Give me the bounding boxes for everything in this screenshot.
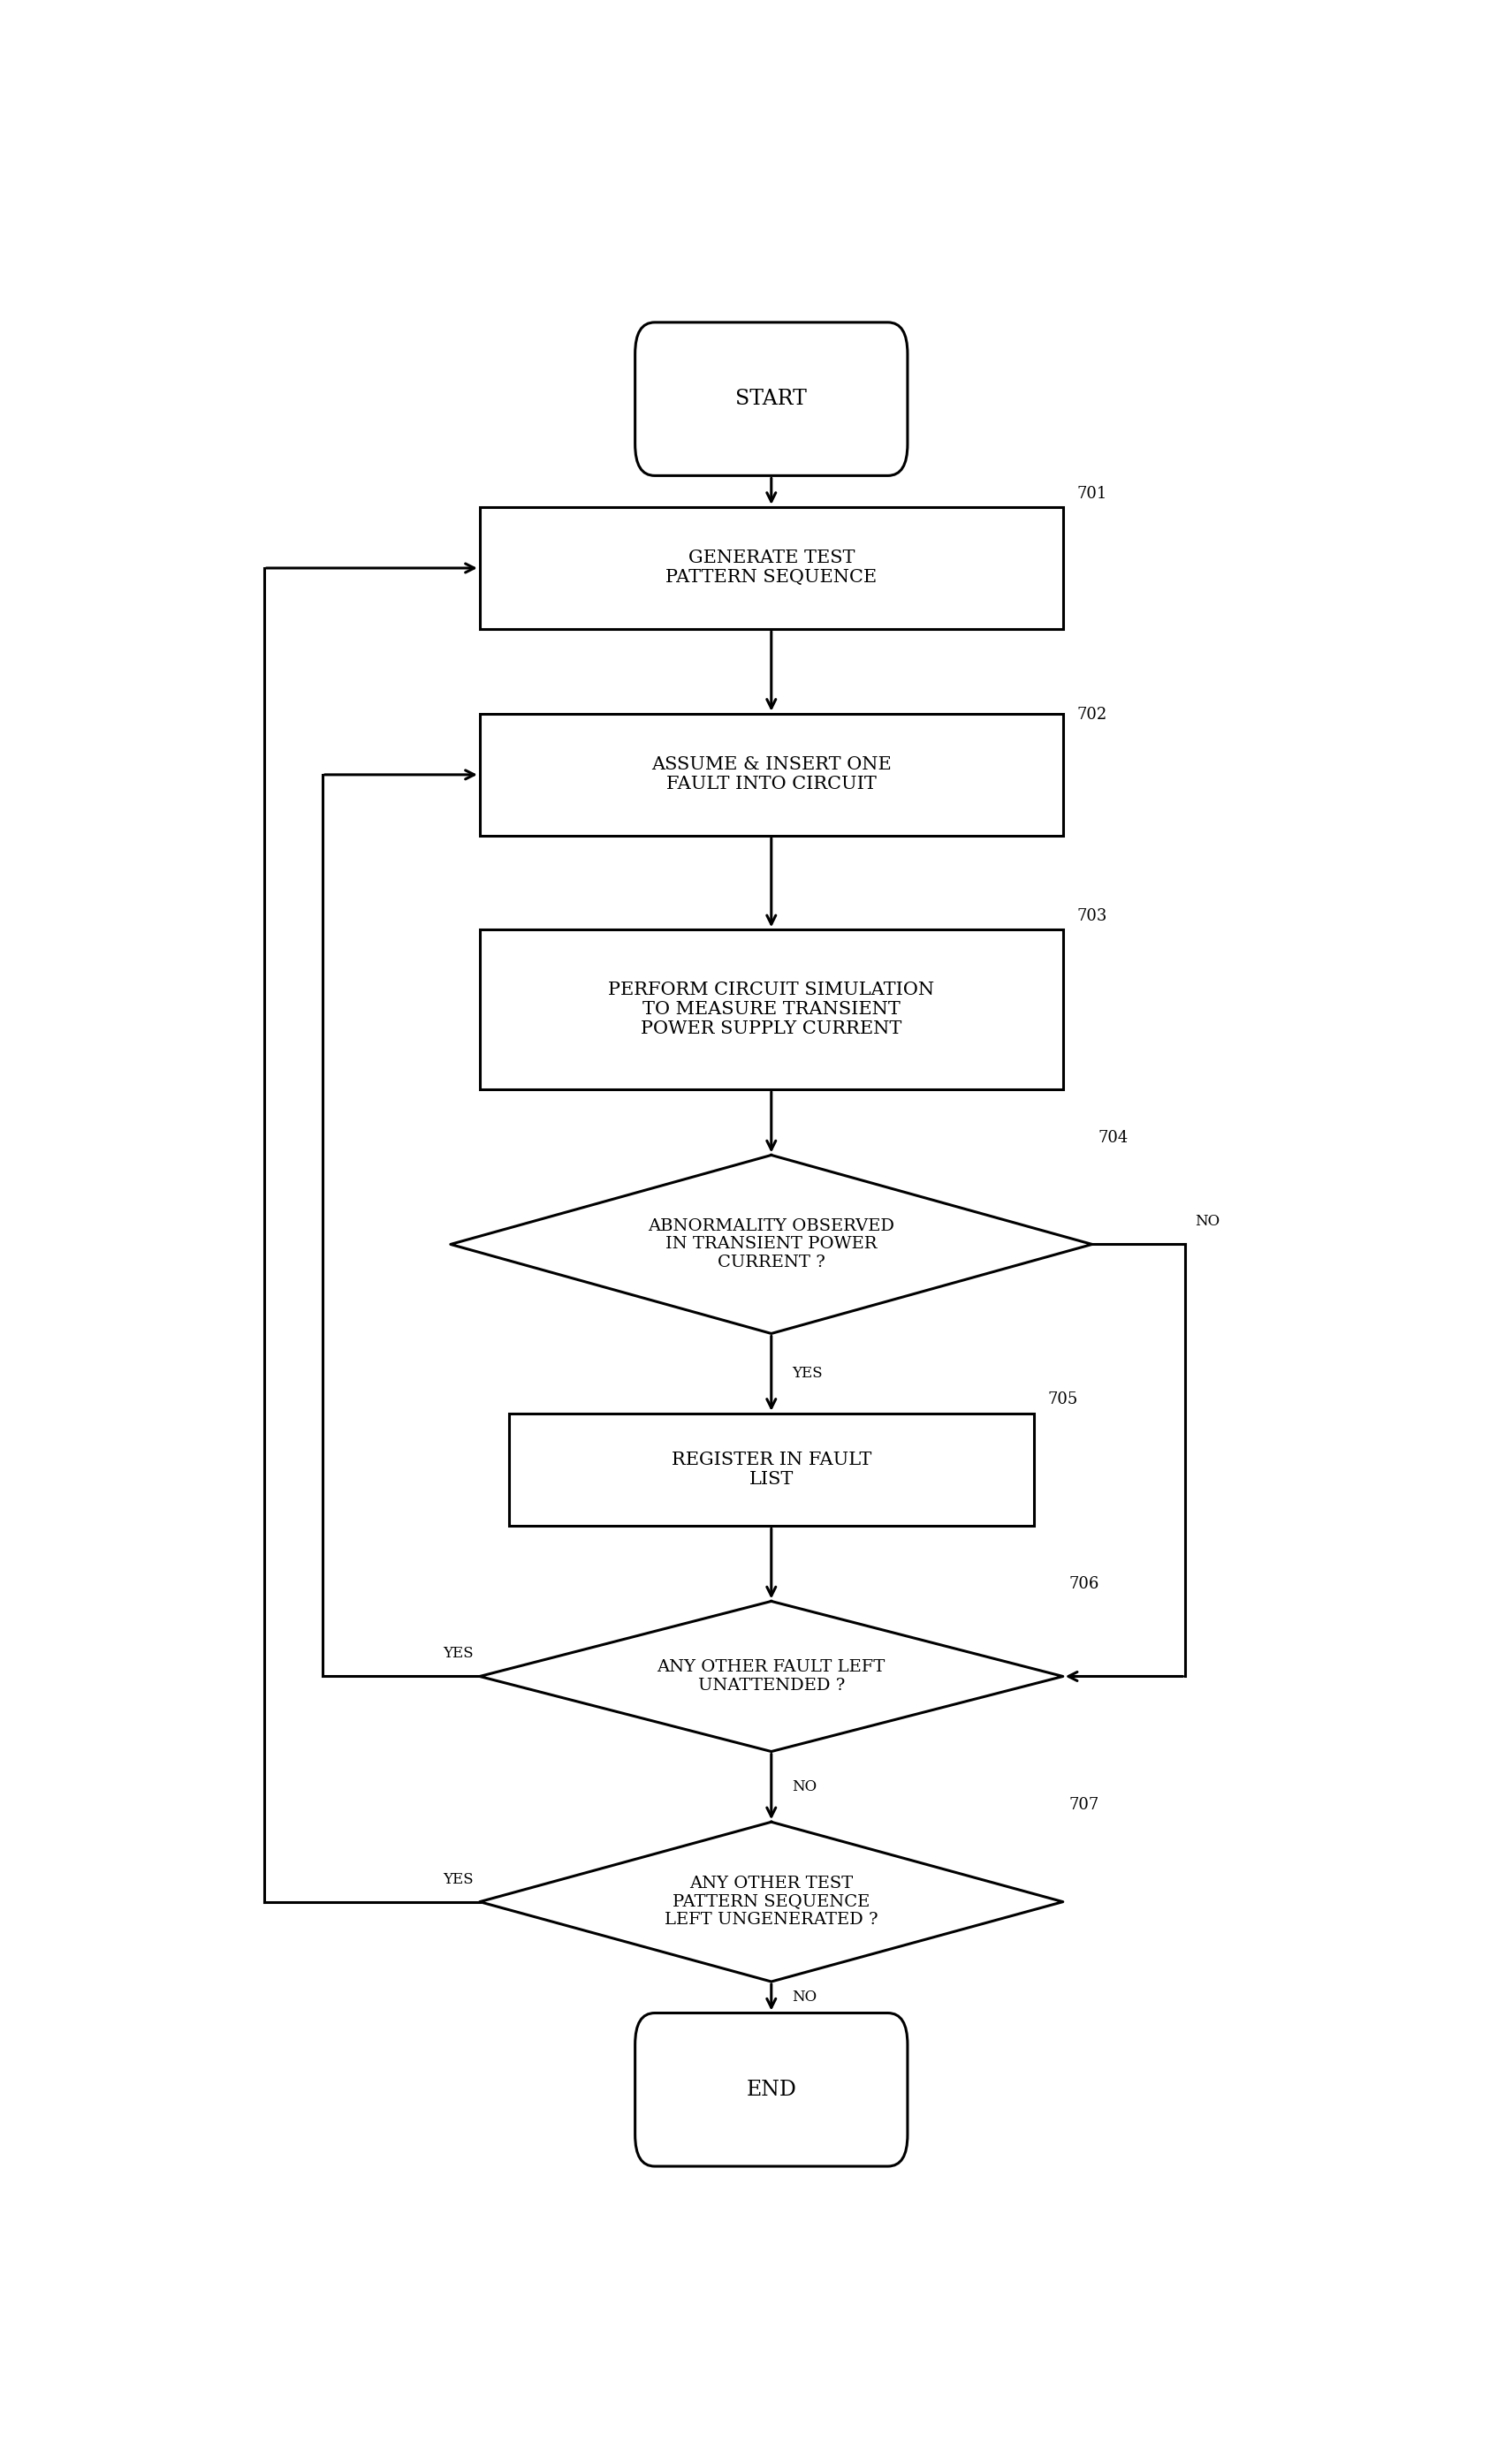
FancyBboxPatch shape <box>635 2013 908 2166</box>
Bar <box>509 1414 1034 1525</box>
Bar <box>480 508 1063 628</box>
Text: YES: YES <box>444 1873 474 1887</box>
Text: START: START <box>736 389 807 409</box>
Text: YES: YES <box>444 1646 474 1661</box>
Text: ASSUME & INSERT ONE
FAULT INTO CIRCUIT: ASSUME & INSERT ONE FAULT INTO CIRCUIT <box>652 756 891 793</box>
FancyBboxPatch shape <box>635 323 908 476</box>
Text: 703: 703 <box>1078 909 1108 924</box>
Text: REGISTER IN FAULT
LIST: REGISTER IN FAULT LIST <box>671 1451 871 1488</box>
Bar <box>480 929 1063 1089</box>
Text: NO: NO <box>792 1779 817 1794</box>
Text: 702: 702 <box>1078 707 1108 722</box>
Text: NO: NO <box>1195 1215 1219 1230</box>
Text: PERFORM CIRCUIT SIMULATION
TO MEASURE TRANSIENT
POWER SUPPLY CURRENT: PERFORM CIRCUIT SIMULATION TO MEASURE TR… <box>608 981 935 1037</box>
Text: END: END <box>746 2080 796 2099</box>
Text: 705: 705 <box>1047 1392 1078 1407</box>
Text: 706: 706 <box>1069 1577 1099 1592</box>
Text: ANY OTHER FAULT LEFT
UNATTENDED ?: ANY OTHER FAULT LEFT UNATTENDED ? <box>658 1658 885 1693</box>
Text: ABNORMALITY OBSERVED
IN TRANSIENT POWER
CURRENT ?: ABNORMALITY OBSERVED IN TRANSIENT POWER … <box>649 1217 894 1271</box>
Text: 701: 701 <box>1078 485 1108 500</box>
Text: 707: 707 <box>1069 1796 1099 1814</box>
Text: YES: YES <box>792 1365 823 1380</box>
Text: GENERATE TEST
PATTERN SEQUENCE: GENERATE TEST PATTERN SEQUENCE <box>665 549 877 586</box>
Text: 704: 704 <box>1099 1131 1129 1146</box>
Text: NO: NO <box>792 1991 817 2006</box>
Text: ANY OTHER TEST
PATTERN SEQUENCE
LEFT UNGENERATED ?: ANY OTHER TEST PATTERN SEQUENCE LEFT UNG… <box>665 1875 877 1929</box>
Bar <box>480 715 1063 835</box>
